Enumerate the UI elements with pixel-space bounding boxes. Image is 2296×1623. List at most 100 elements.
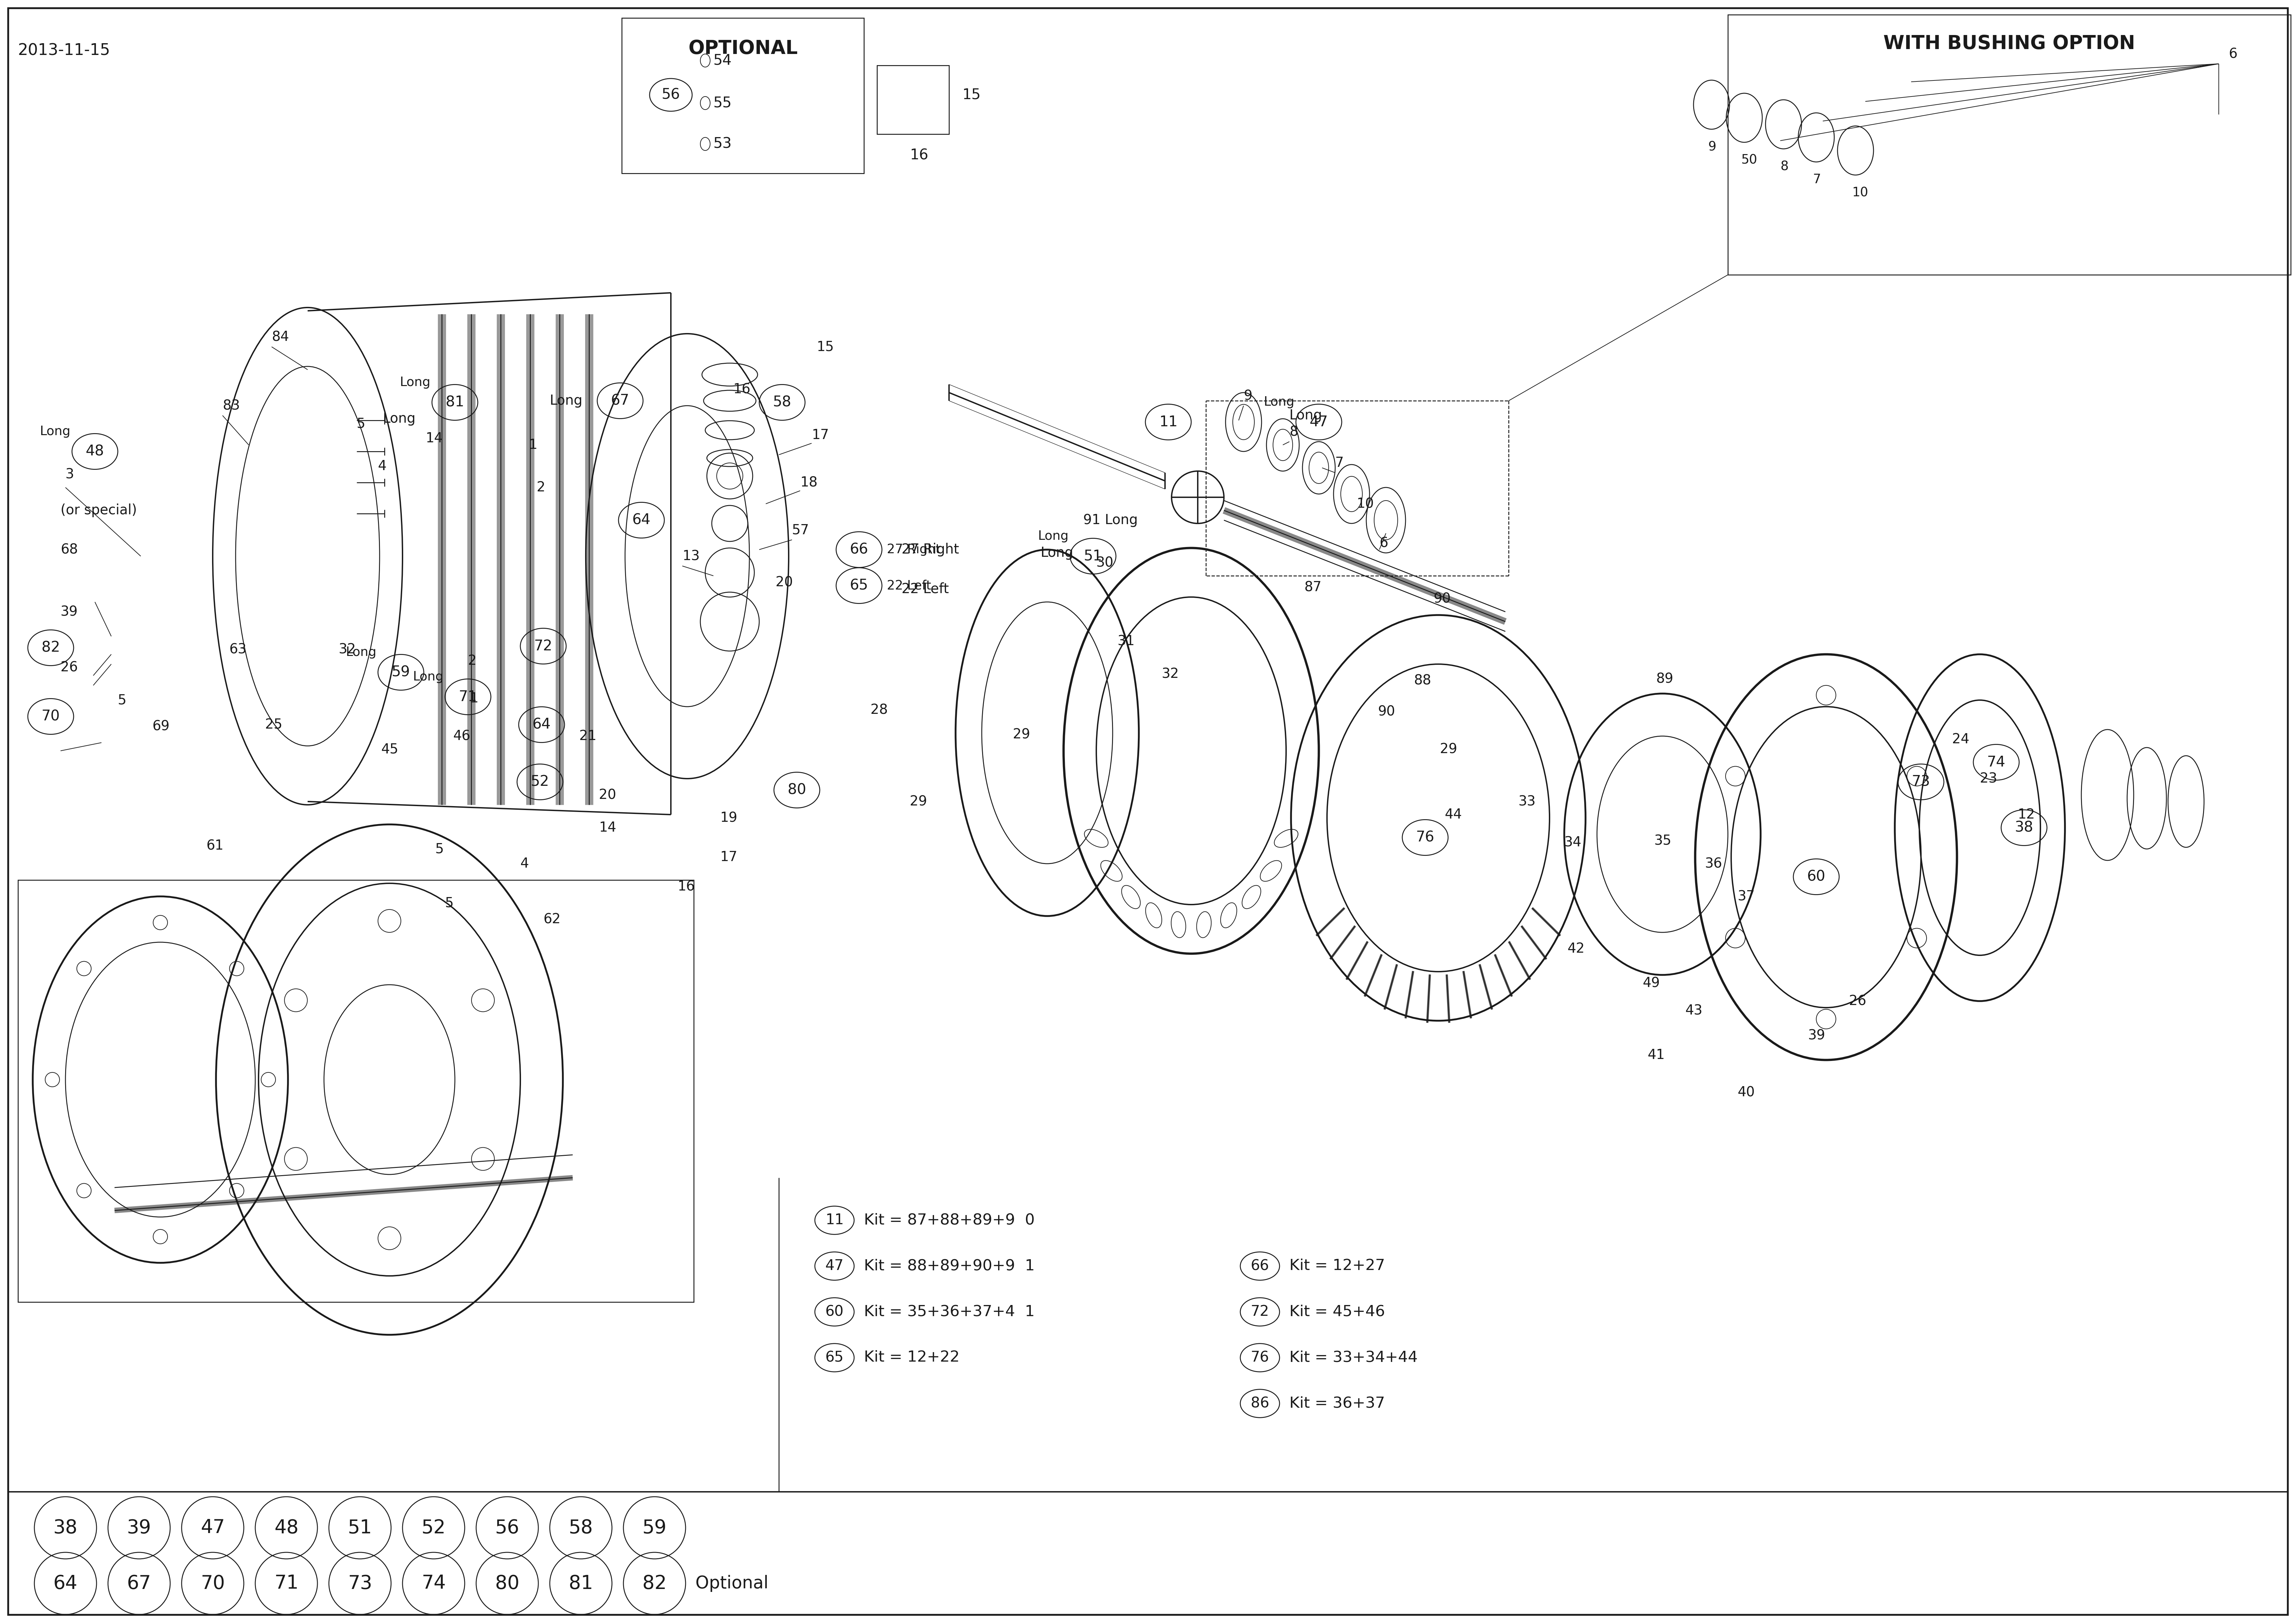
Text: 63: 63	[230, 643, 246, 656]
Text: Long: Long	[413, 670, 443, 683]
Text: 10: 10	[1853, 187, 1869, 200]
Text: 32: 32	[1162, 667, 1180, 680]
Text: Kit = 12+22: Kit = 12+22	[863, 1350, 960, 1365]
Text: 24: 24	[1952, 732, 1970, 747]
Text: 45: 45	[381, 742, 400, 756]
Text: 48: 48	[273, 1519, 298, 1537]
Text: 16: 16	[732, 383, 751, 396]
Text: 20: 20	[776, 576, 792, 589]
Text: 35: 35	[1653, 834, 1671, 847]
Text: 1: 1	[471, 691, 478, 706]
Text: 52: 52	[422, 1519, 445, 1537]
Text: 15: 15	[817, 339, 833, 354]
Text: 42: 42	[1568, 941, 1584, 956]
Text: 22 Left: 22 Left	[886, 579, 932, 592]
Text: Kit = 35+36+37+4  1: Kit = 35+36+37+4 1	[863, 1305, 1035, 1319]
Text: 61: 61	[207, 839, 223, 852]
Text: 9: 9	[1708, 141, 1717, 153]
Text: 4: 4	[521, 857, 528, 870]
Text: 8: 8	[1290, 425, 1297, 438]
Text: 50: 50	[1740, 154, 1756, 166]
Text: 82: 82	[41, 641, 60, 654]
Text: 11: 11	[824, 1214, 843, 1227]
Text: 71: 71	[459, 690, 478, 704]
Text: 39: 39	[126, 1519, 152, 1537]
Text: 47: 47	[824, 1259, 843, 1272]
Text: 19: 19	[721, 812, 737, 824]
Text: 5: 5	[436, 842, 443, 855]
Text: Kit = 36+37: Kit = 36+37	[1290, 1396, 1384, 1410]
Text: 14: 14	[599, 821, 615, 834]
Text: Long: Long	[400, 377, 429, 388]
Text: 12: 12	[2018, 808, 2034, 821]
Text: 70: 70	[41, 709, 60, 724]
Text: 62: 62	[544, 912, 560, 927]
Text: 16: 16	[909, 148, 928, 162]
Text: 37: 37	[1738, 889, 1754, 904]
Text: 66: 66	[850, 542, 868, 557]
Text: 60: 60	[824, 1305, 843, 1319]
Text: 28: 28	[870, 703, 889, 717]
Text: 68: 68	[60, 542, 78, 557]
Text: 64: 64	[631, 513, 650, 527]
Text: WITH BUSHING OPTION: WITH BUSHING OPTION	[1883, 34, 2135, 54]
Text: 5: 5	[117, 693, 126, 708]
Text: 23: 23	[1979, 773, 1998, 786]
Text: 88: 88	[1414, 674, 1430, 688]
Text: 32: 32	[340, 643, 356, 656]
Text: Long: Long	[1038, 531, 1068, 542]
Text: 29: 29	[1440, 742, 1458, 756]
Text: 43: 43	[1685, 1005, 1704, 1018]
Text: 54: 54	[714, 54, 732, 68]
Text: 74: 74	[1986, 755, 2004, 769]
Text: 14: 14	[425, 432, 443, 445]
Text: 51: 51	[347, 1519, 372, 1537]
Text: Optional: Optional	[696, 1574, 769, 1592]
Text: 1: 1	[528, 438, 537, 451]
Text: 11: 11	[1159, 415, 1178, 428]
Text: 57: 57	[792, 523, 808, 537]
Text: 70: 70	[200, 1574, 225, 1592]
Text: 44: 44	[1444, 808, 1463, 821]
Text: 81: 81	[445, 396, 464, 409]
Text: Kit = 87+88+89+9  0: Kit = 87+88+89+9 0	[863, 1212, 1035, 1227]
Text: 83: 83	[223, 399, 241, 412]
Text: 4: 4	[379, 459, 386, 472]
Text: 86: 86	[1251, 1396, 1270, 1410]
Text: Long: Long	[1290, 409, 1322, 422]
Text: 64: 64	[53, 1574, 78, 1592]
Text: 38: 38	[53, 1519, 78, 1537]
Text: 5: 5	[445, 896, 455, 911]
Text: 58: 58	[569, 1519, 592, 1537]
Text: 22 Left: 22 Left	[902, 583, 948, 596]
Text: 2: 2	[468, 654, 478, 667]
Text: (or special): (or special)	[60, 503, 138, 518]
Text: 82: 82	[643, 1574, 666, 1592]
Text: 91 Long: 91 Long	[1084, 513, 1139, 527]
Text: 27 Right: 27 Right	[886, 544, 941, 555]
Text: 76: 76	[1251, 1350, 1270, 1365]
Text: 46: 46	[452, 729, 471, 743]
Text: 31: 31	[1118, 635, 1134, 648]
Text: 76: 76	[1417, 831, 1435, 844]
Text: 5: 5	[356, 417, 365, 430]
Text: 39: 39	[1807, 1029, 1825, 1042]
Text: 9: 9	[1244, 390, 1251, 403]
Text: 21: 21	[579, 729, 597, 743]
Text: 8: 8	[1779, 161, 1789, 172]
Text: 80: 80	[788, 782, 806, 797]
Text: Long: Long	[1040, 545, 1075, 560]
Text: 33: 33	[1518, 795, 1536, 808]
Text: 2013-11-15: 2013-11-15	[18, 42, 110, 58]
Text: 59: 59	[393, 665, 411, 680]
Text: 26: 26	[60, 661, 78, 674]
Text: 51: 51	[1084, 549, 1102, 563]
Bar	[622, 18, 863, 174]
Text: 26: 26	[1848, 995, 1867, 1008]
Text: 6: 6	[2229, 47, 2236, 60]
Text: 69: 69	[152, 719, 170, 734]
Text: 47: 47	[200, 1519, 225, 1537]
Text: Kit = 88+89+90+9  1: Kit = 88+89+90+9 1	[863, 1259, 1035, 1274]
Text: 80: 80	[496, 1574, 519, 1592]
Text: 20: 20	[599, 789, 615, 802]
